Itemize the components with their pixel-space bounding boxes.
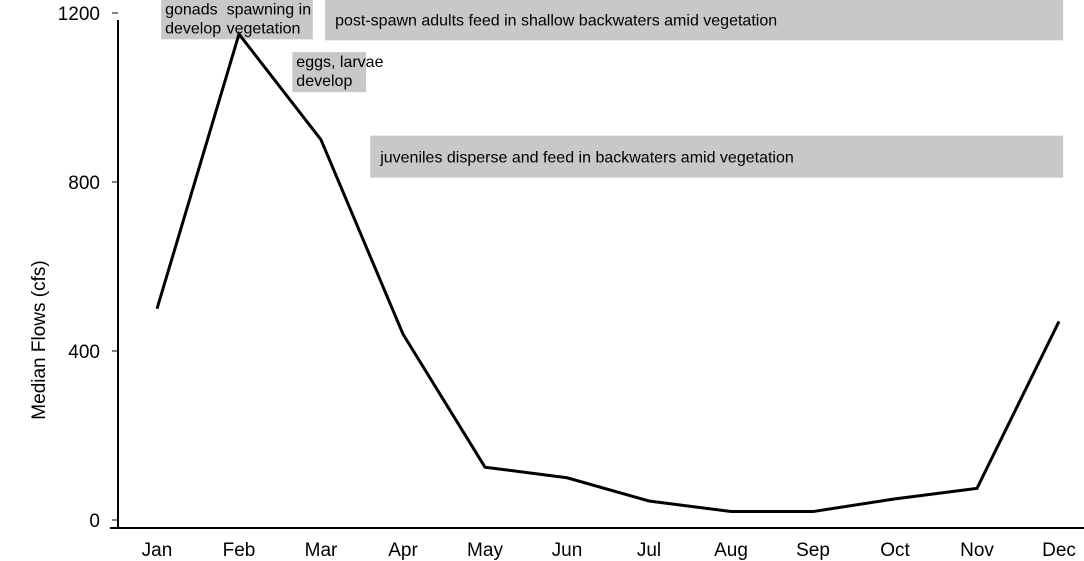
x-tick-label: Sep [796,540,830,561]
annotation-band-4: juveniles disperse and feed in backwater… [370,135,1064,178]
annotation-band-label: post-spawn adults feed in shallow backwa… [335,12,777,29]
x-tick-label: Mar [305,540,338,561]
annotation-bands: gonads develop spawning in vegetation post-s… [161,0,1064,178]
annotation-band-label: develop [165,20,221,37]
annotation-band-rect [161,0,223,40]
y-tick-label: 0 [89,511,100,532]
x-tick-label: Jan [142,540,173,561]
x-ticks: Jan Feb Mar Apr May Jun Jul Aug Sep Oct Nov Dec [142,540,1076,561]
x-tick-label: Apr [388,540,418,561]
annotation-band-label: eggs, larvae [296,54,383,71]
x-tick-label: Aug [714,540,748,561]
annotation-band-label: gonads [165,1,218,18]
annotation-band-label: spawning in [227,1,312,18]
annotation-band-3: eggs, larvae develop [292,52,384,93]
annotation-band-label: develop [296,73,352,90]
x-tick-label: Oct [880,540,910,561]
x-tick-label: Nov [960,540,994,561]
x-tick-label: May [467,540,503,561]
annotation-band-rect [370,135,1064,178]
annotation-band-1: spawning in vegetation [222,0,313,40]
y-axis-label: Median Flows (cfs) [29,260,50,419]
annotation-band-0: gonads develop [161,0,223,40]
annotation-band-label: vegetation [227,20,301,37]
y-ticks: 0 400 800 1200 [58,4,118,532]
series-median-flows [155,30,1061,514]
axes [110,20,1084,529]
annotation-band-rect [222,0,313,40]
x-tick-label: Dec [1042,540,1076,561]
y-tick-label: 400 [68,342,100,363]
x-tick-label: Jun [552,540,583,561]
annotation-band-rect [292,52,367,93]
y-tick-label: 800 [68,173,100,194]
annotation-band-rect [325,0,1064,41]
annotation-band-label: juveniles disperse and feed in backwater… [379,150,794,167]
x-tick-label: Jul [637,540,661,561]
annotation-band-2: post-spawn adults feed in shallow backwa… [325,0,1064,41]
y-tick-label: 1200 [58,4,100,25]
x-tick-label: Feb [223,540,256,561]
series-line [155,30,1061,514]
